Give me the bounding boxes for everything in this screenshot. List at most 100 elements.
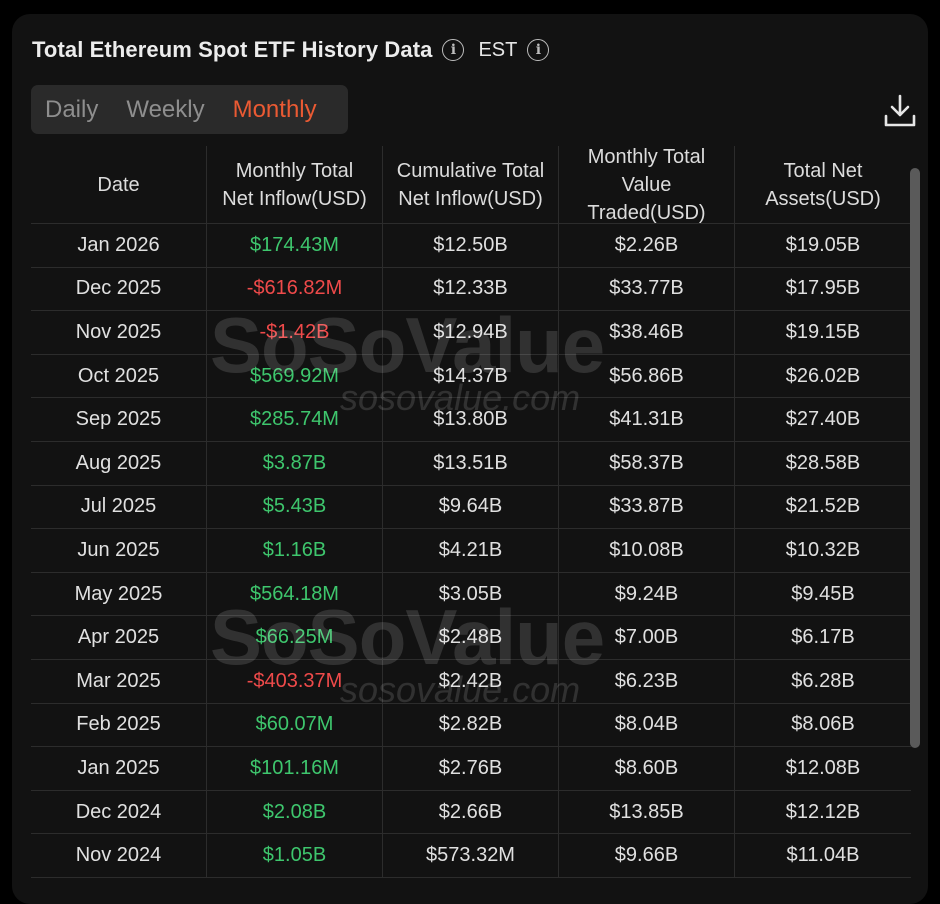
cell-total-net-assets: $17.95B [785, 277, 861, 300]
table-row[interactable]: Jun 2025 $1.16B $4.21B $10.08B $10.32B [31, 529, 911, 573]
cell-cumulative-net-inflow: $3.05B [383, 572, 559, 616]
cell-cumulative-net-inflow: $2.76B [383, 747, 559, 790]
panel-header: Total Ethereum Spot ETF History Data i E… [32, 34, 550, 66]
cell-monthly-net-inflow: $5.43B [207, 485, 383, 529]
header-total-net-assets[interactable]: Total Net Assets(USD) [735, 146, 911, 223]
cell-monthly-net-inflow: $569.92M [207, 354, 383, 398]
cell-monthly-net-inflow: $285.74M [207, 398, 383, 441]
cell-cumulative-net-inflow: $12.50B [383, 224, 559, 267]
cell-monthly-value-traded: $41.31B [559, 398, 735, 441]
cell-cumulative-net-inflow: $12.33B [383, 267, 559, 311]
cell-total-net-assets: $26.02B [785, 364, 861, 387]
cell-monthly-net-inflow: $101.16M [207, 747, 383, 790]
table-row[interactable]: Mar 2025 -$403.37M $2.42B $6.23B $6.28B [31, 659, 911, 704]
cell-monthly-value-traded: $6.23B [559, 659, 735, 703]
table-header-row: Date Monthly Total Net Inflow(USD) Cumul… [31, 146, 911, 224]
cell-date: Apr 2025 [31, 616, 207, 659]
cell-total-net-assets: $11.04B [786, 844, 860, 867]
cell-total-net-assets: $10.32B [785, 538, 861, 561]
cell-monthly-net-inflow: -$1.42B [207, 311, 383, 354]
table-row[interactable]: Aug 2025 $3.87B $13.51B $58.37B $28.58B [31, 441, 911, 486]
cell-monthly-value-traded: $38.46B [559, 311, 735, 354]
header-label-line: Assets(USD) [765, 187, 881, 210]
header-label-line: Cumulative Total [396, 159, 545, 182]
cell-monthly-net-inflow: $66.25M [207, 616, 383, 659]
cell-monthly-value-traded: $33.87B [559, 485, 735, 529]
cell-cumulative-net-inflow: $14.37B [383, 354, 559, 398]
header-label-line: Total Net [783, 159, 863, 182]
cell-date: Feb 2025 [31, 703, 207, 747]
cell-date: Jan 2025 [31, 747, 207, 790]
tab-daily[interactable]: Daily [45, 95, 99, 123]
table-row[interactable]: Sep 2025 $285.74M $13.80B $41.31B $27.40B [31, 398, 911, 442]
cell-total-net-assets: $9.45B [791, 582, 855, 605]
tab-monthly[interactable]: Monthly [232, 95, 317, 123]
table-row[interactable]: May 2025 $564.18M $3.05B $9.24B $9.45B [31, 572, 911, 617]
cell-total-net-assets: $8.06B [791, 713, 855, 736]
cell-monthly-value-traded: $13.85B [559, 790, 735, 834]
cell-date: Nov 2025 [31, 311, 207, 354]
cell-date: May 2025 [31, 572, 207, 616]
download-icon[interactable] [884, 94, 916, 128]
cell-cumulative-net-inflow: $13.80B [383, 398, 559, 441]
header-cumulative-net-inflow[interactable]: Cumulative Total Net Inflow(USD) [383, 146, 559, 223]
cell-monthly-value-traded: $10.08B [559, 529, 735, 572]
timezone-info-icon[interactable]: i [527, 39, 550, 61]
header-label-line: Net Inflow(USD) [398, 187, 543, 210]
header-label-line: Net Inflow(USD) [222, 187, 367, 210]
cell-date: Nov 2024 [31, 834, 207, 877]
cell-monthly-net-inflow: -$616.82M [207, 267, 383, 311]
table-row[interactable]: Nov 2024 $1.05B $573.32M $9.66B $11.04B [31, 834, 911, 878]
cell-monthly-value-traded: $8.04B [559, 703, 735, 747]
cell-cumulative-net-inflow: $12.94B [383, 311, 559, 354]
cell-date: Dec 2024 [31, 790, 207, 834]
cell-total-net-assets: $19.15B [785, 320, 861, 343]
header-date-label: Date [97, 173, 140, 196]
page-title: Total Ethereum Spot ETF History Data [32, 37, 433, 62]
header-monthly-value-traded[interactable]: Monthly Total Value Traded(USD) [559, 145, 735, 224]
table-row[interactable]: Jan 2026 $174.43M $12.50B $2.26B $19.05B [31, 224, 911, 268]
cell-monthly-value-traded: $33.77B [559, 267, 735, 311]
history-table: Date Monthly Total Net Inflow(USD) Cumul… [31, 146, 911, 878]
cell-monthly-net-inflow: $564.18M [207, 572, 383, 616]
info-icon[interactable]: i [442, 39, 465, 61]
table-row[interactable]: Nov 2025 -$1.42B $12.94B $38.46B $19.15B [31, 311, 911, 355]
table-row[interactable]: Feb 2025 $60.07M $2.82B $8.04B $8.06B [31, 703, 911, 748]
cell-monthly-value-traded: $7.00B [559, 616, 735, 659]
header-date[interactable]: Date [31, 146, 207, 223]
header-monthly-net-inflow[interactable]: Monthly Total Net Inflow(USD) [207, 146, 383, 223]
cell-date: Jul 2025 [31, 485, 207, 529]
cell-monthly-net-inflow: -$403.37M [207, 659, 383, 703]
cell-monthly-value-traded: $58.37B [559, 441, 735, 485]
cell-date: Dec 2025 [31, 267, 207, 311]
table-row[interactable]: Jul 2025 $5.43B $9.64B $33.87B $21.52B [31, 485, 911, 530]
cell-date: Jun 2025 [31, 529, 207, 572]
tab-weekly[interactable]: Weekly [126, 95, 205, 123]
cell-total-net-assets: $12.08B [785, 756, 861, 779]
timezone-label: EST [478, 38, 518, 61]
cell-monthly-net-inflow: $60.07M [207, 703, 383, 747]
period-tabs: Daily Weekly Monthly [31, 85, 348, 134]
table-row[interactable]: Dec 2025 -$616.82M $12.33B $33.77B $17.95B [31, 267, 911, 312]
cell-cumulative-net-inflow: $2.82B [383, 703, 559, 747]
cell-cumulative-net-inflow: $573.32M [383, 834, 559, 877]
cell-monthly-net-inflow: $1.05B [207, 834, 383, 877]
table-row[interactable]: Apr 2025 $66.25M $2.48B $7.00B $6.17B [31, 616, 911, 660]
header-label-line: Monthly Total [587, 145, 706, 168]
cell-cumulative-net-inflow: $2.66B [383, 790, 559, 834]
table-row[interactable]: Jan 2025 $101.16M $2.76B $8.60B $12.08B [31, 747, 911, 791]
cell-cumulative-net-inflow: $13.51B [383, 441, 559, 485]
table-row[interactable]: Oct 2025 $569.92M $14.37B $56.86B $26.02B [31, 354, 911, 399]
cell-date: Oct 2025 [31, 354, 207, 398]
cell-total-net-assets: $27.40B [785, 408, 861, 431]
header-label-line: Traded(USD) [587, 201, 706, 224]
cell-total-net-assets: $12.12B [785, 800, 861, 823]
cell-monthly-value-traded: $56.86B [559, 354, 735, 398]
cell-total-net-assets: $28.58B [785, 451, 861, 474]
cell-date: Mar 2025 [31, 659, 207, 703]
cell-total-net-assets: $19.05B [785, 233, 861, 256]
cell-monthly-net-inflow: $3.87B [207, 441, 383, 485]
table-scrollbar[interactable] [910, 168, 920, 748]
cell-monthly-net-inflow: $174.43M [207, 224, 383, 267]
table-row[interactable]: Dec 2024 $2.08B $2.66B $13.85B $12.12B [31, 790, 911, 835]
